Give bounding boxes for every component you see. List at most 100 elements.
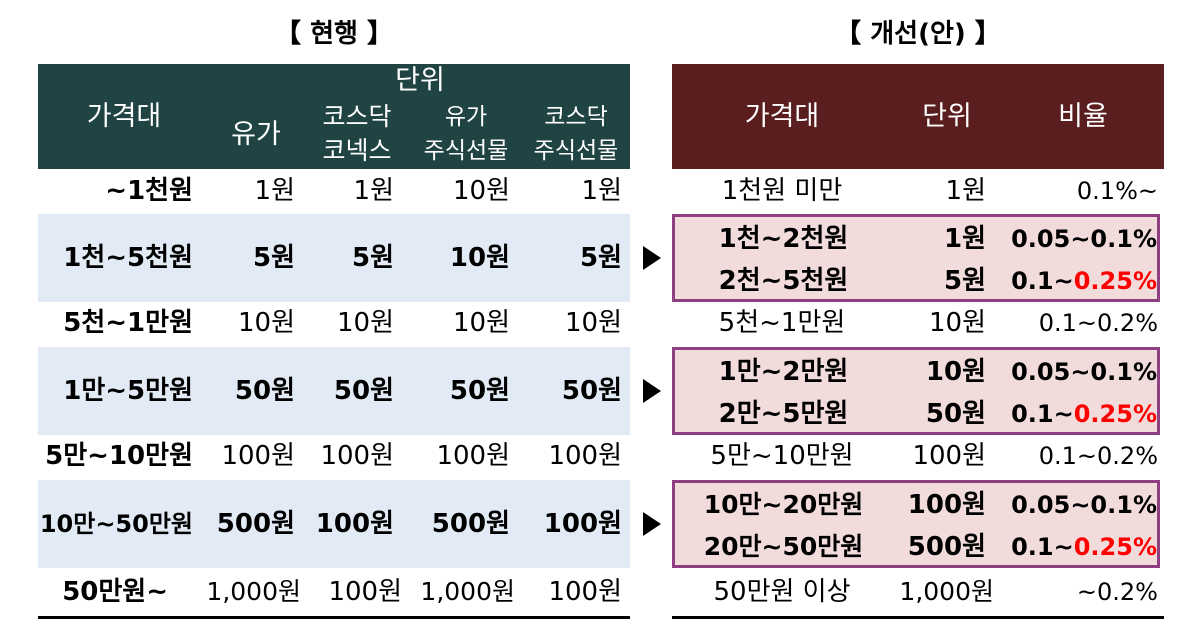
arrow-right-icon — [641, 512, 661, 536]
kospi-futures-cell: 100원 — [436, 441, 510, 471]
table-row: ~1천원 1원 1원 10원 1원 — [38, 171, 630, 211]
ratio-highlight: 0.25% — [1073, 400, 1157, 428]
kosdaq-futures-cell: 5원 — [579, 243, 622, 273]
ratio-cell: 0.05~0.1% — [1011, 225, 1157, 253]
table-row: 50만원~ 1,000원 100원 1,000원 100원 — [38, 572, 630, 614]
price-range-cell: 5만~10만원 — [45, 441, 193, 471]
ratio-cell: 0.1~0.25% — [1002, 261, 1157, 301]
kospi-cell: 5원 — [252, 243, 295, 273]
kospi-futures-cell: 10원 — [452, 176, 510, 206]
current-table-header: 가격대 단위 유가 코스닥 코넥스 유가 주식선물 코스닥 주식선물 — [38, 64, 630, 169]
ratio-cell: 0.05~0.1% — [1011, 358, 1157, 386]
current-title: 【 현행 】 — [275, 19, 393, 49]
header-kospi-futures: 유가 주식선물 — [410, 100, 522, 168]
ratio-cell: 0.1~0.2% — [1038, 309, 1158, 337]
header-unit: 단위 — [395, 65, 445, 96]
price-range-cell: 1천~5천원 — [63, 243, 193, 273]
unit-cell: 1원 — [943, 224, 986, 254]
kospi-futures-cell: 500원 — [431, 509, 510, 539]
header-futures-line1: 유가 — [444, 104, 488, 130]
table-row: 5천~1만원 10원 0.1~0.2% — [672, 303, 1164, 345]
kosdaq-cell: 1원 — [353, 176, 394, 206]
price-range-cell: 5만~10만원 — [710, 441, 854, 471]
ratio-cell: 0.1~0.25% — [1002, 394, 1157, 434]
kosdaq-futures-cell: 50원 — [561, 376, 622, 406]
kospi-cell: 1,000원 — [206, 577, 301, 606]
table-row: 1만~5만원 50원 50원 50원 50원 — [38, 347, 630, 435]
price-range-cell: 1천~2천원 — [718, 224, 849, 254]
header-futures-line2: 주식선물 — [423, 138, 509, 164]
kospi-cell: 500원 — [216, 509, 295, 539]
price-range-cell: ~1천원 — [105, 176, 193, 206]
table-row: 5천~1만원 10원 10원 10원 10원 — [38, 303, 630, 345]
header-kosdaq-line1: 코스닥 — [322, 102, 392, 131]
price-range-cell: 5천~1만원 — [718, 308, 846, 338]
changed-range-box: 10만~20만원 100원 0.05~0.1% 20만~50만원 500원 0.… — [672, 480, 1160, 568]
unit-cell: 1원 — [945, 176, 986, 206]
ratio-cell: 0.1~0.25% — [1002, 527, 1157, 567]
price-range-cell: 1천원 미만 — [721, 176, 843, 206]
price-range-cell: 1만~5만원 — [63, 376, 193, 406]
arrow-right-icon — [641, 379, 661, 403]
price-range-cell: 2천~5천원 — [718, 266, 849, 296]
header-price-range: 가격대 — [86, 101, 162, 132]
table-row: 50만원 이상 1,000원 ~0.2% — [672, 572, 1164, 614]
unit-cell: 5원 — [943, 266, 986, 296]
header-kq-futures-line2: 주식선물 — [533, 138, 619, 164]
header-kosdaq-line2: 코넥스 — [322, 136, 392, 165]
kospi-cell: 10원 — [237, 308, 295, 338]
ratio-cell: ~0.2% — [1076, 578, 1158, 606]
kospi-futures-cell: 1,000원 — [420, 577, 515, 606]
unit-cell: 1,000원 — [899, 577, 994, 606]
kospi-cell: 100원 — [221, 441, 295, 471]
kosdaq-cell: 5원 — [351, 243, 394, 273]
kosdaq-futures-cell: 1원 — [581, 176, 622, 206]
changed-range-box: 1만~2만원 10원 0.05~0.1% 2만~5만원 50원 0.1~0.25… — [672, 347, 1160, 435]
ratio-cell: 0.05~0.1% — [1011, 491, 1157, 519]
table-bottom-border — [672, 616, 1164, 619]
table-row: 1천~5천원 5원 5원 10원 5원 — [38, 214, 630, 302]
header-kospi: 유가 — [231, 119, 281, 150]
price-range-cell: 2만~5만원 — [718, 399, 849, 429]
improved-table-header: 가격대 단위 비율 — [672, 64, 1164, 169]
header-ratio: 비율 — [1058, 101, 1108, 132]
price-range-cell: 10만~20만원 — [703, 490, 864, 519]
price-range-cell: 5천~1만원 — [63, 308, 193, 338]
ratio-highlight: 0.25% — [1073, 267, 1157, 295]
unit-cell: 50원 — [925, 399, 986, 429]
kospi-futures-cell: 10원 — [449, 243, 510, 273]
kosdaq-futures-cell: 100원 — [548, 441, 622, 471]
table-row: 1천원 미만 1원 0.1%~ — [672, 171, 1164, 211]
kospi-cell: 1원 — [254, 176, 295, 206]
kospi-futures-cell: 50원 — [449, 376, 510, 406]
price-range-cell: 50만원 이상 — [713, 577, 851, 607]
price-range-cell: 10만~50만원 — [39, 510, 193, 538]
improved-title: 【 개선(안) 】 — [835, 19, 1001, 49]
header-unit: 단위 — [922, 101, 972, 132]
kosdaq-futures-cell: 100원 — [543, 509, 622, 539]
table-bottom-border — [38, 616, 630, 619]
unit-cell: 500원 — [907, 532, 986, 562]
table-row: 5만~10만원 100원 0.1~0.2% — [672, 436, 1164, 478]
price-range-cell: 50만원~ — [62, 577, 168, 607]
kosdaq-cell: 100원 — [315, 509, 394, 539]
kosdaq-cell: 100원 — [328, 577, 402, 607]
unit-cell: 100원 — [912, 441, 986, 471]
ratio-prefix: 0.1~ — [1011, 400, 1074, 428]
kosdaq-futures-cell: 10원 — [564, 308, 622, 338]
ratio-highlight: 0.25% — [1073, 533, 1157, 561]
table-row: 10만~50만원 500원 100원 500원 100원 — [38, 480, 630, 568]
price-range-cell: 20만~50만원 — [703, 532, 864, 561]
ratio-cell: 0.1~0.2% — [1038, 442, 1158, 470]
kosdaq-cell: 10원 — [336, 308, 394, 338]
header-price-range: 가격대 — [744, 101, 820, 132]
kospi-futures-cell: 10원 — [452, 308, 510, 338]
kosdaq-cell: 100원 — [320, 441, 394, 471]
ratio-cell: 0.1%~ — [1076, 177, 1158, 205]
kosdaq-cell: 50원 — [333, 376, 394, 406]
header-kosdaq-futures: 코스닥 주식선물 — [522, 100, 630, 168]
kospi-cell: 50원 — [234, 376, 295, 406]
unit-cell: 100원 — [907, 490, 986, 520]
header-kq-futures-line1: 코스닥 — [544, 104, 608, 130]
unit-cell: 10원 — [925, 357, 986, 387]
